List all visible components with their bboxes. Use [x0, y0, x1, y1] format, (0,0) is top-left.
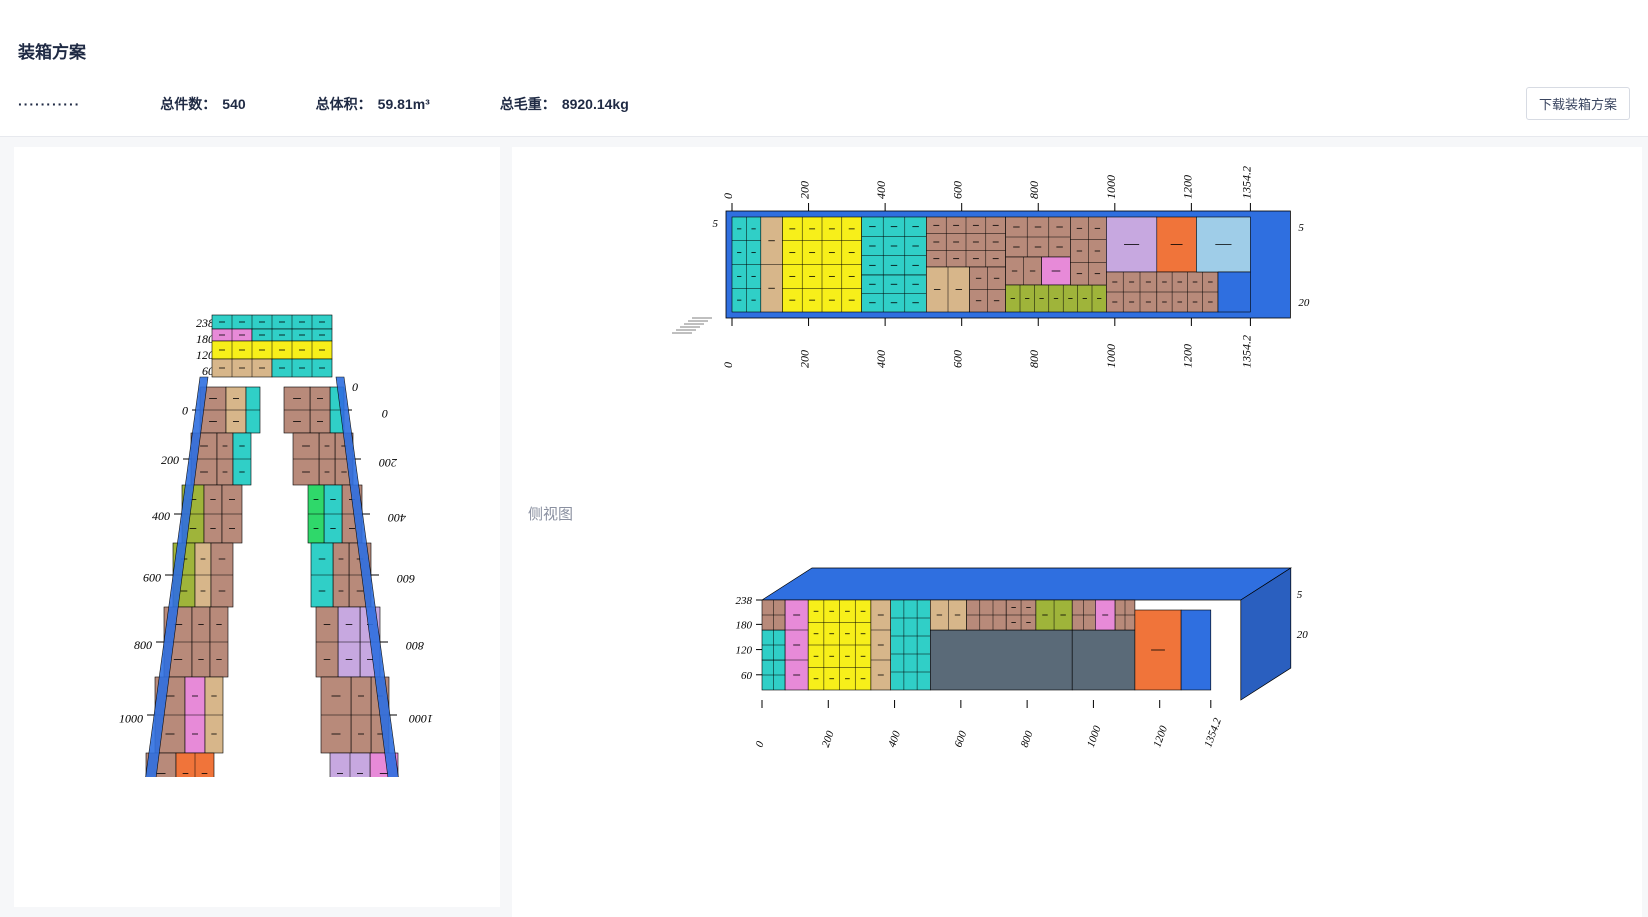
svg-text:5: 5: [1297, 589, 1303, 601]
svg-text:60: 60: [741, 670, 753, 682]
svg-text:800: 800: [406, 639, 424, 653]
svg-text:800: 800: [134, 638, 152, 652]
svg-text:5: 5: [713, 218, 719, 230]
svg-text:1200: 1200: [1180, 175, 1194, 199]
download-plan-button[interactable]: 下载装箱方案: [1526, 87, 1630, 120]
svg-text:800: 800: [1027, 181, 1041, 199]
svg-text:200: 200: [161, 453, 179, 467]
stat-weight-label: 总毛重：: [500, 94, 556, 114]
svg-text:400: 400: [874, 350, 888, 368]
svg-text:600: 600: [952, 729, 969, 749]
front-view-panel: 6012018023800200200400400600600800800100…: [14, 147, 500, 907]
svg-text:0: 0: [352, 380, 358, 394]
side-view-panel: 侧视图 0 200 400 600 800 1000 1200 1354.2 60 120 180 2…: [512, 489, 1642, 917]
svg-text:238: 238: [196, 316, 214, 330]
ellipsis-label: ···········: [18, 96, 80, 112]
svg-text:400: 400: [388, 511, 406, 525]
svg-text:1354.2: 1354.2: [1239, 166, 1253, 199]
svg-text:20: 20: [1298, 297, 1310, 309]
front-view-chart: 6012018023800200200400400600600800800100…: [14, 147, 500, 777]
svg-text:0: 0: [182, 404, 188, 418]
summary-bar: ··········· 总件数： 540 总体积： 59.81m³ 总毛重： 8…: [0, 73, 1648, 137]
svg-text:200: 200: [379, 456, 397, 470]
svg-text:1200: 1200: [1180, 344, 1194, 368]
svg-text:200: 200: [798, 181, 812, 199]
svg-text:400: 400: [152, 509, 170, 523]
stat-volume-value: 59.81m³: [378, 96, 430, 112]
page-title: 装箱方案: [18, 38, 1630, 63]
svg-text:200: 200: [798, 350, 812, 368]
svg-text:800: 800: [1019, 729, 1036, 749]
svg-text:1000: 1000: [1104, 344, 1118, 368]
svg-text:20: 20: [1297, 629, 1309, 641]
stat-volume-label: 总体积：: [316, 94, 372, 114]
stat-volume: 总体积： 59.81m³: [316, 94, 430, 114]
svg-text:600: 600: [397, 572, 415, 586]
svg-text:120: 120: [196, 348, 214, 362]
top-view-chart: 0 200 400 600 800 1000 1200 1354.2 0 200 400 600 800…: [512, 147, 1632, 467]
svg-text:1000: 1000: [1085, 724, 1104, 749]
side-view-chart: 0 200 400 600 800 1000 1200 1354.2 60 120 180 238 5 2…: [512, 530, 1632, 830]
svg-text:1000: 1000: [409, 712, 433, 726]
stat-count: 总件数： 540: [160, 94, 245, 114]
svg-text:0: 0: [382, 407, 388, 421]
svg-text:1200: 1200: [1151, 724, 1170, 749]
top-view-panel: 0 200 400 600 800 1000 1200 1354.2 0 200 400 600 800…: [512, 147, 1642, 477]
svg-text:200: 200: [820, 729, 837, 749]
svg-text:1354.2: 1354.2: [1202, 716, 1224, 749]
svg-text:400: 400: [874, 181, 888, 199]
svg-text:120: 120: [736, 645, 753, 657]
stat-count-value: 540: [222, 96, 245, 112]
stat-weight: 总毛重： 8920.14kg: [500, 94, 629, 114]
svg-text:1354.2: 1354.2: [1239, 335, 1253, 368]
svg-text:0: 0: [754, 739, 767, 749]
svg-text:1000: 1000: [1104, 175, 1118, 199]
svg-text:600: 600: [951, 181, 965, 199]
side-view-title: 侧视图: [512, 503, 1642, 530]
svg-text:0: 0: [721, 193, 735, 199]
svg-text:238: 238: [736, 595, 753, 607]
svg-text:5: 5: [1298, 222, 1304, 234]
svg-text:600: 600: [143, 570, 161, 584]
svg-text:400: 400: [886, 729, 903, 749]
svg-text:180: 180: [196, 332, 214, 346]
svg-text:1000: 1000: [119, 712, 143, 726]
svg-text:600: 600: [951, 350, 965, 368]
views-grid: 6012018023800200200400400600600800800100…: [0, 137, 1648, 917]
svg-text:0: 0: [721, 362, 735, 368]
svg-text:180: 180: [736, 619, 753, 631]
stat-weight-value: 8920.14kg: [562, 96, 629, 112]
svg-text:800: 800: [1027, 350, 1041, 368]
stat-count-label: 总件数：: [160, 94, 216, 114]
